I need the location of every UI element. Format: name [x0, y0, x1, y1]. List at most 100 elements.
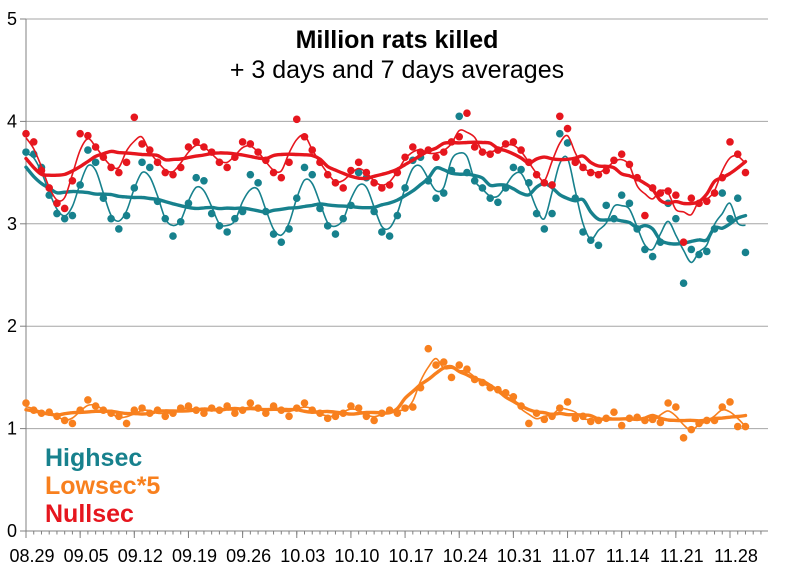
y-axis-tick-label: 0 — [7, 521, 17, 541]
data-point — [22, 129, 30, 138]
avg3-line — [25, 151, 746, 264]
data-point — [53, 209, 61, 218]
data-point — [586, 417, 595, 426]
data-point — [347, 201, 355, 210]
data-point — [586, 236, 595, 244]
data-point — [378, 184, 386, 192]
data-point — [269, 402, 278, 410]
data-point — [556, 129, 564, 138]
data-point — [115, 168, 123, 177]
data-point — [656, 238, 665, 247]
data-point — [99, 153, 108, 162]
data-point — [594, 170, 603, 179]
data-point — [362, 412, 371, 421]
data-point — [610, 156, 618, 165]
data-point — [494, 146, 502, 154]
data-point — [548, 181, 556, 189]
x-axis-tick-label: 10.31 — [497, 546, 542, 566]
data-point — [339, 409, 347, 418]
data-point — [231, 214, 239, 223]
data-point — [145, 409, 154, 418]
data-point — [323, 222, 332, 230]
data-point — [153, 158, 162, 167]
data-point — [664, 399, 672, 407]
data-point — [432, 361, 440, 369]
x-axis-tick-label: 09.05 — [64, 546, 109, 566]
data-point — [91, 402, 100, 410]
x-axis-tick-label: 10.24 — [443, 546, 488, 566]
data-point — [308, 146, 317, 154]
axes: 0 1 2 3 4 5 08.29 09.05 09.12 09.19 09.26 10.03 10.1… — [7, 9, 768, 566]
data-point — [45, 184, 54, 192]
data-point — [68, 211, 77, 220]
x-axis-tick-label: 09.26 — [226, 546, 271, 566]
data-point — [130, 113, 139, 122]
data-point — [656, 418, 665, 427]
avg3-line — [25, 129, 747, 216]
data-point — [617, 191, 626, 199]
x-axis-tick-label: 11.07 — [552, 546, 596, 566]
data-point — [200, 176, 208, 185]
data-point — [316, 204, 324, 213]
data-point — [633, 225, 641, 233]
data-point — [439, 189, 448, 197]
data-point — [432, 194, 440, 202]
data-point — [238, 406, 247, 414]
data-point — [672, 403, 680, 411]
data-point — [625, 414, 634, 423]
data-point — [470, 176, 479, 185]
data-point — [525, 158, 533, 167]
data-point — [563, 124, 572, 133]
data-point — [664, 187, 672, 195]
data-point — [718, 189, 727, 197]
data-point — [292, 194, 301, 202]
data-point — [470, 143, 479, 151]
data-point — [718, 403, 727, 411]
data-point — [153, 197, 162, 206]
data-point — [29, 406, 38, 414]
data-point — [594, 416, 603, 425]
data-point — [246, 140, 255, 148]
data-point — [710, 416, 719, 425]
data-point — [416, 148, 425, 156]
data-point — [22, 148, 30, 156]
data-point — [648, 415, 657, 424]
data-point — [169, 232, 177, 240]
data-point — [447, 373, 456, 382]
data-point — [161, 168, 170, 177]
data-point — [138, 140, 146, 148]
data-point — [726, 214, 734, 223]
data-point — [76, 406, 84, 414]
data-point — [370, 207, 378, 216]
data-point — [447, 166, 456, 175]
data-point — [254, 179, 262, 187]
data-point — [733, 150, 742, 158]
data-point — [733, 194, 742, 202]
data-point — [385, 232, 394, 240]
data-point — [463, 109, 471, 118]
data-point — [300, 399, 309, 407]
data-point — [494, 385, 502, 394]
data-point — [184, 199, 193, 208]
data-point — [22, 399, 30, 407]
data-point — [292, 115, 301, 124]
data-point — [625, 160, 634, 169]
data-point — [532, 209, 541, 218]
data-point — [215, 158, 224, 167]
data-point — [316, 158, 324, 167]
x-axis-tick-label: 09.12 — [118, 546, 163, 566]
data-point — [176, 163, 185, 172]
data-point — [145, 146, 154, 154]
y-axis-tick-label: 4 — [7, 111, 17, 131]
data-point — [169, 409, 177, 418]
data-point — [486, 150, 494, 158]
data-point — [710, 189, 719, 197]
data-point — [300, 163, 309, 172]
data-point — [633, 413, 641, 422]
avg7-line — [24, 364, 748, 423]
x-axis-tick-label: 10.03 — [280, 546, 325, 566]
data-point — [254, 148, 262, 156]
data-point — [207, 148, 216, 156]
data-point — [323, 170, 332, 179]
data-point — [60, 214, 69, 223]
